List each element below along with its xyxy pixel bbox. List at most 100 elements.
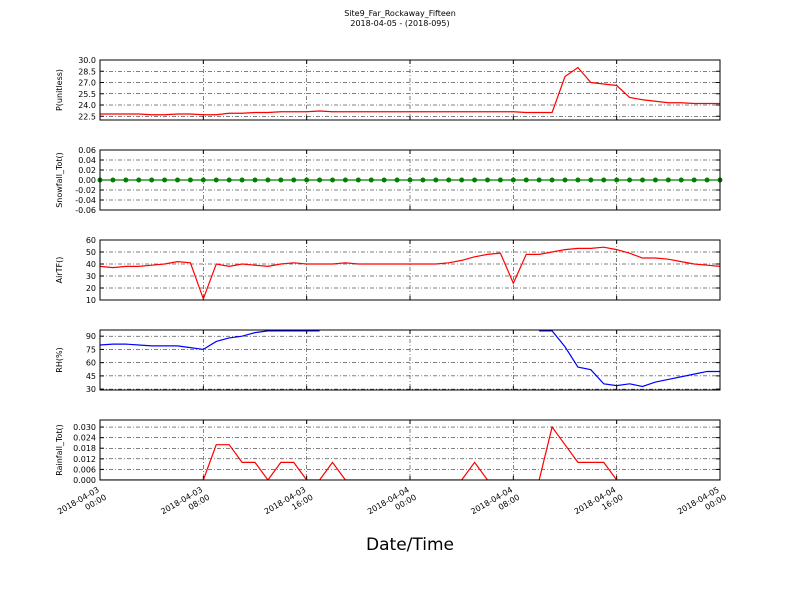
y-tick-label: 0.000 bbox=[73, 476, 96, 485]
data-point bbox=[446, 177, 452, 183]
y-tick-label: 40 bbox=[86, 260, 96, 269]
data-line bbox=[100, 66, 720, 116]
data-point bbox=[678, 177, 684, 183]
data-point bbox=[562, 177, 568, 183]
plot-frame bbox=[99, 329, 721, 391]
y-tick-label: 25.5 bbox=[78, 90, 96, 99]
y-tick-label: -0.02 bbox=[75, 186, 96, 195]
plot-frame bbox=[99, 59, 721, 121]
y-axis-title: AirTF() bbox=[55, 257, 64, 284]
y-tick-label: 20 bbox=[86, 284, 96, 293]
x-tick-label: 2018-04-03 00:00 bbox=[56, 484, 108, 525]
y-tick-label: 30 bbox=[86, 272, 96, 281]
y-axis-title: P(unitless) bbox=[55, 69, 64, 111]
data-point bbox=[226, 177, 232, 183]
data-point bbox=[691, 177, 697, 183]
y-tick-label: 75 bbox=[86, 345, 96, 354]
data-point bbox=[523, 177, 529, 183]
data-line bbox=[100, 246, 720, 300]
data-point bbox=[162, 177, 168, 183]
y-tick-label: 45 bbox=[86, 372, 96, 381]
data-point bbox=[381, 177, 387, 183]
y-tick-label: 27.0 bbox=[78, 79, 96, 88]
y-tick-label: 30 bbox=[86, 385, 96, 394]
data-point bbox=[394, 177, 400, 183]
y-tick-label: 0.04 bbox=[78, 156, 96, 165]
y-tick-label: 10 bbox=[86, 296, 96, 305]
data-point bbox=[187, 177, 193, 183]
data-point bbox=[704, 177, 710, 183]
y-tick-label: -0.06 bbox=[75, 206, 96, 215]
y-tick-label: 60 bbox=[86, 236, 96, 245]
data-point bbox=[588, 177, 594, 183]
data-point bbox=[510, 177, 516, 183]
data-point bbox=[123, 177, 129, 183]
y-tick-label: 50 bbox=[86, 248, 96, 257]
data-point bbox=[640, 177, 645, 183]
y-tick-label: 0.06 bbox=[78, 146, 96, 155]
x-tick-label: 2018-04-05 00:00 bbox=[676, 484, 728, 525]
data-point bbox=[536, 177, 542, 183]
y-tick-label: 0.006 bbox=[73, 465, 96, 474]
data-point bbox=[149, 177, 155, 183]
data-point bbox=[317, 177, 323, 183]
x-tick-label: 2018-04-04 16:00 bbox=[573, 484, 625, 525]
data-point bbox=[368, 177, 374, 183]
y-tick-label: 24.0 bbox=[78, 101, 96, 110]
data-point bbox=[575, 177, 581, 183]
data-point bbox=[136, 177, 142, 183]
y-tick-label: 22.5 bbox=[78, 112, 96, 121]
data-point bbox=[252, 177, 258, 183]
y-tick-label: 60 bbox=[86, 359, 96, 368]
data-point bbox=[355, 177, 361, 183]
plot-frame bbox=[99, 419, 721, 481]
data-point bbox=[200, 177, 206, 183]
y-tick-label: 0.012 bbox=[73, 455, 96, 464]
data-line bbox=[100, 330, 720, 388]
data-point bbox=[278, 177, 284, 183]
x-tick-label: 2018-04-03 08:00 bbox=[159, 484, 211, 525]
data-point bbox=[472, 177, 478, 183]
y-tick-label: 0.024 bbox=[73, 434, 96, 443]
y-tick-label: 0.00 bbox=[78, 176, 96, 185]
y-tick-label: -0.04 bbox=[75, 196, 96, 205]
y-tick-label: 0.02 bbox=[78, 166, 96, 175]
data-point bbox=[601, 177, 607, 183]
data-point bbox=[614, 177, 620, 183]
x-tick-label: 2018-04-03 16:00 bbox=[263, 484, 315, 525]
data-point bbox=[652, 177, 658, 183]
data-point bbox=[175, 177, 180, 183]
data-point bbox=[330, 177, 335, 183]
y-axis-title: Snowfall_Tot() bbox=[55, 152, 64, 208]
x-tick-label: 2018-04-04 08:00 bbox=[469, 484, 521, 525]
data-point bbox=[485, 177, 490, 183]
data-point bbox=[213, 177, 219, 183]
chart-subtitle: 2018-04-05 - (2018-095) bbox=[350, 19, 449, 28]
x-tick-label: 2018-04-04 00:00 bbox=[366, 484, 418, 525]
y-tick-label: 0.018 bbox=[73, 444, 96, 453]
chart-title: Site9_Far_Rockaway_Fifteen bbox=[344, 9, 456, 18]
data-point bbox=[304, 177, 310, 183]
data-point bbox=[420, 177, 426, 183]
data-point bbox=[627, 177, 633, 183]
data-point bbox=[497, 177, 503, 183]
data-point bbox=[407, 177, 413, 183]
y-tick-label: 28.5 bbox=[78, 67, 96, 76]
data-point bbox=[549, 177, 555, 183]
x-axis-title: Date/Time bbox=[366, 535, 454, 555]
data-point bbox=[239, 177, 245, 183]
data-point bbox=[459, 177, 465, 183]
data-point bbox=[665, 177, 671, 183]
y-tick-label: 30.0 bbox=[78, 56, 96, 65]
y-tick-label: 0.030 bbox=[73, 423, 96, 432]
data-point bbox=[342, 177, 348, 183]
y-axis-title: RH(%) bbox=[55, 347, 64, 372]
data-point bbox=[265, 177, 271, 183]
data-point bbox=[291, 177, 297, 183]
plot-frame bbox=[99, 239, 721, 301]
plot-frame bbox=[99, 149, 721, 211]
data-point bbox=[110, 177, 116, 183]
data-point bbox=[433, 177, 439, 183]
y-axis-title: Rainfall_Tot() bbox=[55, 424, 64, 476]
